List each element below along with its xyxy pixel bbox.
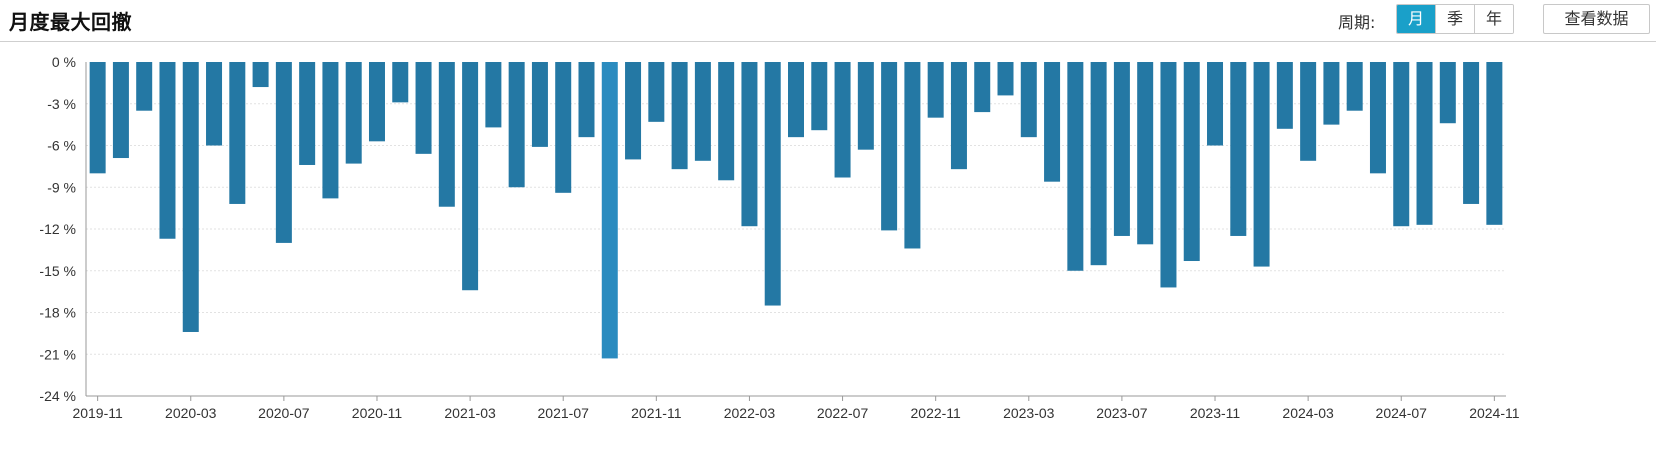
y-tick-label: -21 % [39, 346, 76, 362]
x-tick-label: 2021-11 [631, 405, 682, 421]
bar-2021-09 [601, 62, 618, 359]
bar-2021-02 [438, 62, 455, 207]
view-data-button[interactable]: 查看数据 [1543, 4, 1650, 34]
bar-2024-05 [1346, 62, 1363, 111]
period-button-year[interactable]: 年 [1475, 5, 1513, 33]
bar-2023-01 [974, 62, 991, 113]
y-tick-label: -12 % [39, 221, 76, 237]
x-tick-label: 2021-07 [538, 405, 590, 421]
bar-2021-03 [462, 62, 479, 291]
bar-2022-11 [927, 62, 944, 118]
y-tick-label: -18 % [39, 305, 76, 321]
x-tick-label: 2022-11 [911, 405, 962, 421]
bar-2022-04 [764, 62, 781, 306]
bar-2024-04 [1323, 62, 1340, 125]
bar-2022-10 [904, 62, 921, 249]
chart-header: 月度最大回撤 周期: 月 季 年 查看数据 [0, 0, 1656, 42]
x-tick-label: 2020-03 [165, 405, 217, 421]
bar-2023-02 [997, 62, 1014, 96]
bar-2020-11 [368, 62, 385, 142]
bar-2023-04 [1044, 62, 1061, 182]
bar-2019-11 [89, 62, 106, 174]
bar-2022-03 [741, 62, 758, 227]
bar-2022-08 [857, 62, 874, 150]
bar-2019-12 [112, 62, 129, 159]
y-tick-label: 0 % [52, 54, 76, 70]
x-tick-label: 2024-07 [1376, 405, 1428, 421]
bar-2022-07 [834, 62, 851, 178]
bar-2021-08 [578, 62, 595, 138]
bar-2021-07 [555, 62, 572, 193]
period-selector: 月 季 年 [1396, 4, 1514, 34]
bar-2021-04 [485, 62, 502, 128]
y-tick-label: -3 % [47, 96, 76, 112]
bar-2021-11 [648, 62, 665, 122]
period-button-month[interactable]: 月 [1397, 5, 1436, 33]
bar-2020-07 [275, 62, 292, 243]
bar-2023-03 [1020, 62, 1037, 138]
bar-2024-03 [1300, 62, 1317, 161]
bar-2020-05 [229, 62, 246, 204]
x-tick-label: 2023-03 [1003, 405, 1055, 421]
period-label: 周期: [1338, 13, 1376, 32]
bar-2021-05 [508, 62, 525, 188]
bar-2023-12 [1230, 62, 1247, 236]
x-tick-label: 2020-11 [352, 405, 403, 421]
x-tick-label: 2021-03 [444, 405, 496, 421]
bar-2021-06 [531, 62, 548, 147]
bar-2024-09 [1439, 62, 1456, 124]
bar-2024-11 [1486, 62, 1503, 225]
bar-2022-12 [950, 62, 967, 170]
x-tick-label: 2024-03 [1282, 405, 1334, 421]
bar-2023-11 [1207, 62, 1224, 146]
bar-2020-06 [252, 62, 269, 88]
y-tick-label: -6 % [47, 138, 76, 154]
bar-2021-01 [415, 62, 432, 154]
bar-2024-07 [1393, 62, 1410, 227]
x-tick-label: 2022-07 [817, 405, 869, 421]
x-tick-label: 2023-07 [1096, 405, 1148, 421]
bar-2023-07 [1113, 62, 1130, 236]
bar-2024-10 [1463, 62, 1480, 204]
bar-2020-03 [182, 62, 199, 332]
bar-2020-12 [392, 62, 409, 103]
bar-2021-10 [625, 62, 642, 160]
bar-2024-08 [1416, 62, 1433, 225]
x-tick-label: 2024-11 [1469, 405, 1520, 421]
y-tick-label: -9 % [47, 179, 76, 195]
bar-2023-05 [1067, 62, 1084, 271]
bar-2022-09 [881, 62, 898, 231]
drawdown-bar-chart: 0 % -3 % -6 % -9 % -12 % -15 % -18 % -21 % -24 %… [39, 54, 1520, 421]
bar-2023-10 [1183, 62, 1200, 262]
x-tick-label: 2022-03 [724, 405, 776, 421]
bar-2020-08 [299, 62, 316, 165]
x-tick-label: 2023-11 [1190, 405, 1241, 421]
bar-2023-06 [1090, 62, 1107, 266]
bar-2023-08 [1137, 62, 1154, 245]
bar-2020-10 [345, 62, 362, 164]
bar-2022-06 [811, 62, 828, 131]
bar-2024-01 [1253, 62, 1270, 267]
bar-2020-01 [136, 62, 153, 111]
y-tick-label: -24 % [39, 388, 76, 404]
x-tick-label: 2020-07 [258, 405, 310, 421]
bar-2020-09 [322, 62, 339, 199]
bar-2020-04 [206, 62, 223, 146]
bar-2024-06 [1369, 62, 1386, 174]
bar-2022-05 [788, 62, 804, 138]
bar-2022-01 [694, 62, 711, 161]
bar-2023-09 [1160, 62, 1177, 288]
bar-2020-02 [159, 62, 176, 239]
bar-2021-12 [671, 62, 688, 170]
chart-title: 月度最大回撤 [9, 10, 132, 34]
bar-2024-02 [1276, 62, 1293, 129]
period-button-quarter[interactable]: 季 [1436, 5, 1475, 33]
y-tick-label: -15 % [39, 263, 76, 279]
x-tick-label: 2019-11 [72, 405, 123, 421]
bar-2022-02 [718, 62, 735, 181]
